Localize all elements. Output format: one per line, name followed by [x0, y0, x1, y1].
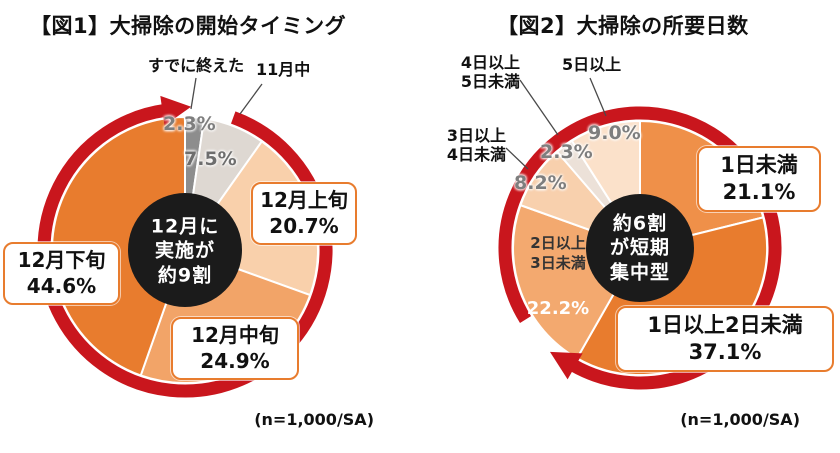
pct-already-finished: 2.3% — [163, 113, 216, 135]
figure2-sample-note: (n=1,000/SA) — [680, 410, 800, 429]
center-circle — [586, 194, 694, 302]
callout-under-1-day-label: 1日未満 — [720, 153, 798, 177]
figure1-center-message: 12月に 実施が 約9割 — [150, 215, 220, 287]
label-during-november: 11月中 — [256, 60, 311, 79]
leader-line-1 — [239, 83, 263, 115]
callout-under-1-day-pct: 21.1% — [722, 179, 796, 204]
rotation-arrow-head — [549, 351, 583, 380]
callout-late-december-label: 12月下旬 — [17, 248, 106, 272]
center-circle — [128, 193, 242, 307]
callout-early-december-label: 12月上旬 — [260, 188, 348, 212]
label-4to5-days: 4日以上 5日未満 — [460, 53, 520, 92]
leader-line-0 — [589, 77, 607, 117]
leader-line-2 — [505, 147, 529, 170]
callout-mid-december: 12月中旬 24.9% — [171, 317, 299, 381]
pct-5days-plus: 9.0% — [588, 122, 641, 144]
rotation-arrow-head — [160, 95, 192, 126]
figure2-center-message: 約6割 が短期 集中型 — [609, 212, 671, 284]
callout-late-december-pct: 44.6% — [26, 273, 97, 298]
callout-early-december-pct: 20.7% — [269, 213, 339, 238]
leader-line-0 — [190, 77, 197, 110]
callout-1to2-days-label: 1日以上2日未満 — [647, 313, 803, 337]
label-5days-plus: 5日以上 — [562, 55, 622, 74]
callout-mid-december-label: 12月中旬 — [191, 323, 279, 347]
pct-4to5-days: 2.3% — [540, 141, 593, 163]
figure1-sample-note: (n=1,000/SA) — [254, 410, 374, 429]
figure2-panel: 【図2】大掃除の所要日数 5日以上 9.0% 4日以上 5日未満 2.3% 3日… — [420, 0, 840, 453]
label-already-finished: すでに終えた — [148, 56, 245, 75]
callout-mid-december-pct: 24.9% — [200, 348, 270, 373]
leader-line-1 — [519, 79, 559, 136]
inslice-label-2to3-days: 2日以上 3日未満 — [530, 234, 586, 272]
pct-3to4-days: 8.2% — [514, 172, 567, 194]
pct-during-november: 7.5% — [184, 148, 237, 170]
callout-1to2-days-pct: 37.1% — [688, 339, 762, 364]
inslice-pct-2to3-days: 22.2% — [526, 298, 590, 319]
callout-under-1-day: 1日未満 21.1% — [697, 146, 821, 212]
figure1-panel: 【図1】大掃除の開始タイミング すでに終えた 2.3% 11月中 7.5% 12… — [3, 14, 374, 429]
callout-late-december: 12月下旬 44.6% — [3, 242, 120, 306]
callout-early-december: 12月上旬 20.7% — [251, 182, 357, 246]
label-3to4-days: 3日以上 4日未満 — [446, 126, 506, 165]
callout-1to2-days: 1日以上2日未満 37.1% — [616, 306, 834, 372]
figure2-title: 【図2】大掃除の所要日数 — [497, 14, 749, 38]
figure1-title: 【図1】大掃除の開始タイミング — [30, 14, 347, 38]
